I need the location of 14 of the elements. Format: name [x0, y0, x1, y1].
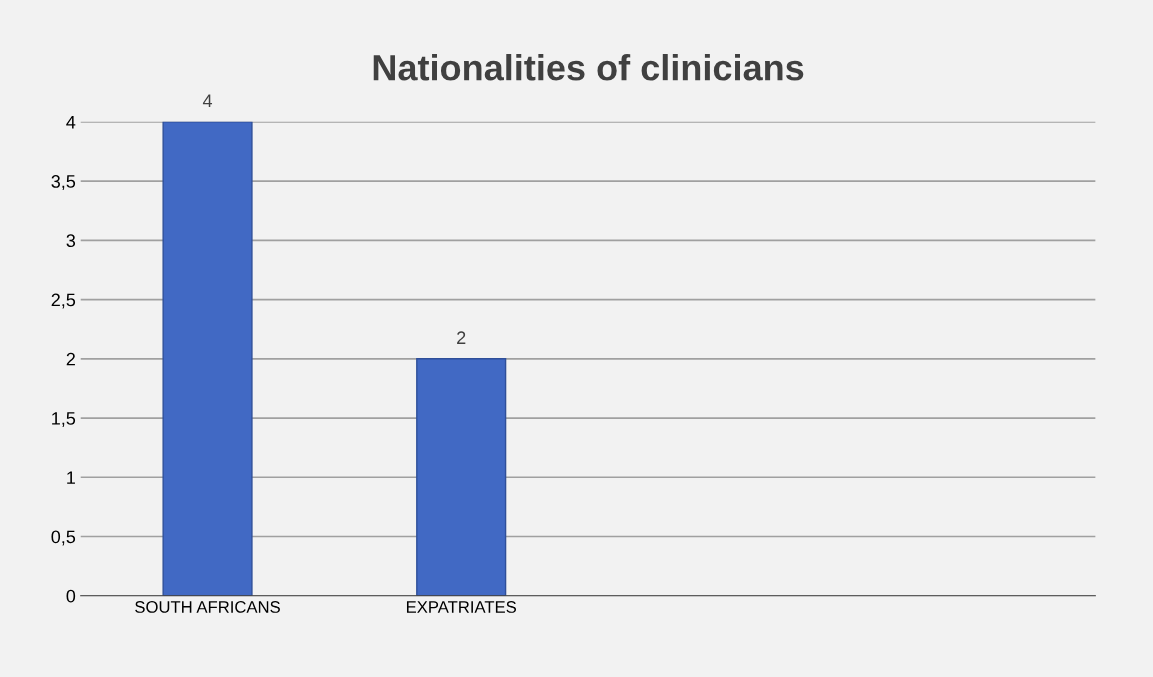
y-tick-label: 2	[66, 352, 75, 366]
y-tick-label: 1	[67, 471, 75, 484]
chart-title: Nationalities of clinicians	[373, 54, 804, 81]
data-label: 4	[202, 94, 213, 107]
y-tick-label: 2,5	[51, 293, 76, 309]
y-tick-label: 0,5	[51, 530, 76, 546]
x-tick-label: EXPATRIATES	[406, 601, 517, 613]
y-tick-label: 1,5	[52, 412, 76, 427]
data-label: 2	[457, 331, 466, 344]
y-tick-label: 3,5	[51, 175, 76, 190]
x-tick-label: SOUTH AFRICANS	[135, 601, 280, 613]
y-tick-label: 0	[66, 589, 76, 603]
y-tick-label: 3	[66, 234, 76, 248]
y-tick-label: 4	[66, 115, 76, 129]
